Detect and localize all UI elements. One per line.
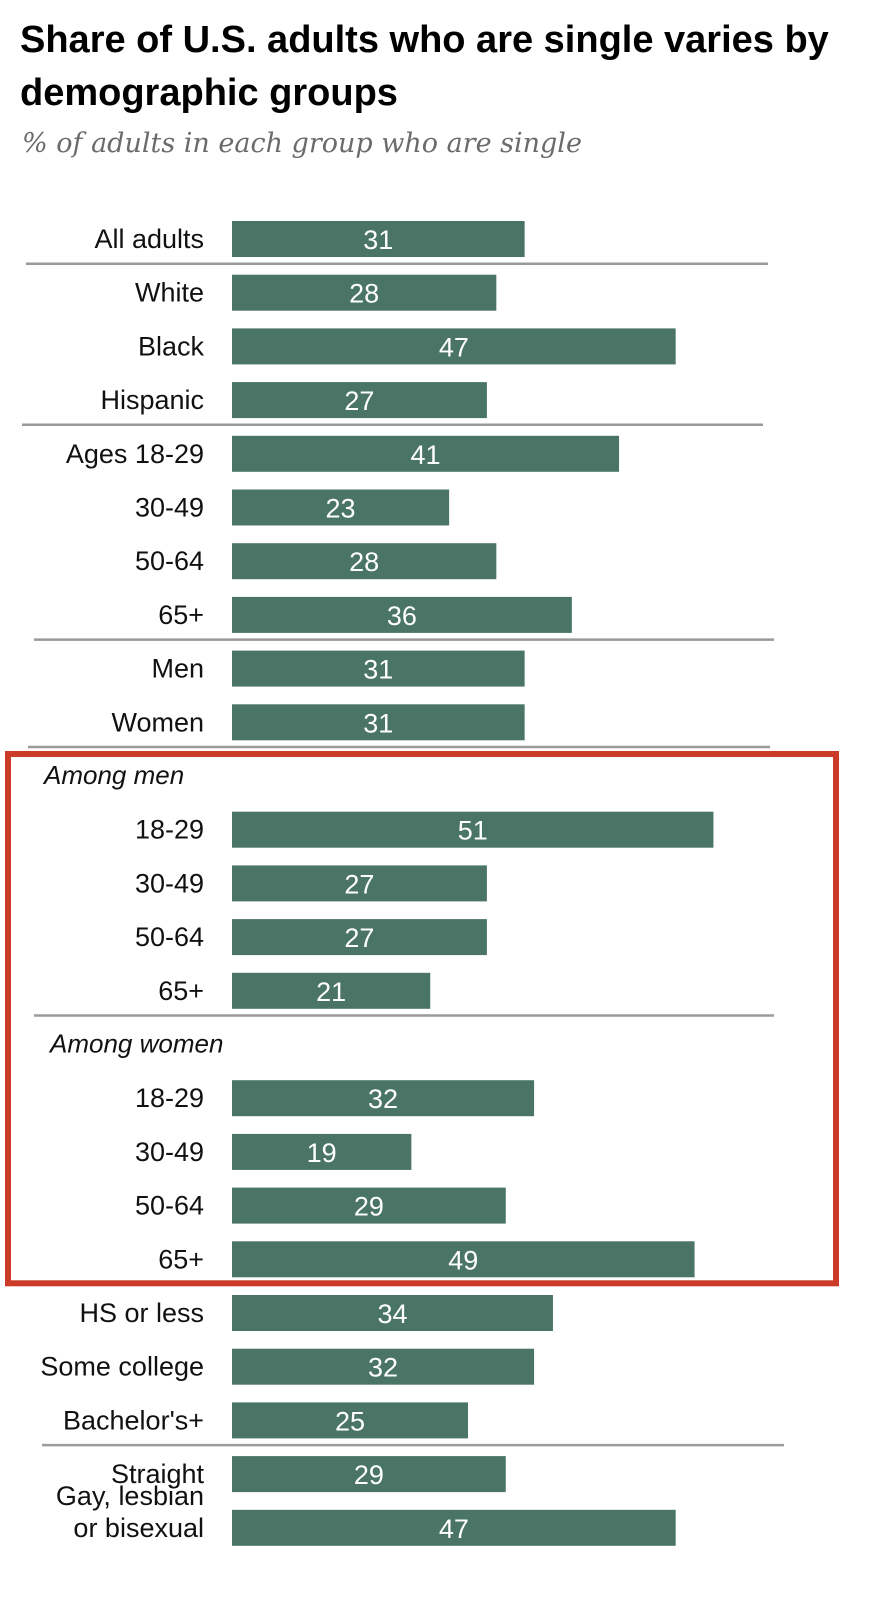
bar-6-0	[232, 1295, 553, 1331]
value-label-1-0: 28	[349, 279, 379, 309]
category-label-2-0: Ages 18-29	[66, 439, 204, 469]
bar-4-1	[232, 865, 487, 902]
value-label-4-0: 51	[458, 816, 488, 846]
value-label-5-1: 19	[307, 1138, 337, 1168]
category-label-2-1: 30-49	[135, 493, 204, 523]
value-label-3-1: 31	[363, 708, 393, 738]
category-label-2-2: 50-64	[135, 546, 204, 576]
value-label-5-2: 29	[354, 1192, 384, 1222]
value-label-7-0: 29	[354, 1460, 384, 1490]
category-label-1-0: White	[135, 278, 204, 308]
chart-subtitle: % of adults in each group who are single	[22, 128, 582, 159]
value-label-1-2: 27	[344, 386, 374, 416]
bar-2-0	[232, 435, 620, 472]
value-label-2-1: 23	[326, 494, 356, 524]
bar-4-2	[232, 919, 487, 956]
bar-5-3	[232, 1241, 695, 1278]
value-label-1-1: 47	[439, 332, 469, 362]
value-label-5-0: 32	[368, 1084, 398, 1114]
value-label-5-3: 49	[448, 1245, 478, 1275]
category-label-7-1: Gay, lesbian or bisexual	[56, 1481, 204, 1543]
bar-5-0	[232, 1080, 535, 1117]
bar-7-0	[232, 1456, 506, 1493]
group-heading-among-women: Among women	[48, 1029, 223, 1059]
bar-1-0	[232, 274, 497, 311]
value-label-0-0: 31	[363, 225, 393, 255]
category-label-6-1: Some college	[40, 1352, 204, 1382]
bar-6-2	[232, 1402, 468, 1439]
bar-1-2	[232, 382, 487, 419]
category-label-0-0: All adults	[94, 224, 204, 254]
bar-2-2	[232, 543, 497, 580]
bar-4-3	[232, 972, 431, 1009]
bar-6-1	[232, 1348, 535, 1385]
bar-2-3	[232, 596, 572, 633]
category-label-1-1: Black	[138, 331, 205, 361]
value-label-2-2: 28	[349, 547, 379, 577]
category-label-4-2: 50-64	[135, 922, 204, 952]
value-label-4-1: 27	[344, 869, 374, 899]
category-label-4-1: 30-49	[135, 868, 204, 898]
bar-5-2	[232, 1187, 506, 1224]
category-label-7-0: Straight	[111, 1459, 205, 1489]
highlight-box	[5, 751, 839, 1287]
category-label-3-0: Men	[151, 654, 204, 684]
category-label-3-1: Women	[111, 707, 204, 737]
value-label-4-2: 27	[344, 923, 374, 953]
value-label-2-0: 41	[410, 440, 440, 470]
value-label-4-3: 21	[316, 977, 346, 1007]
category-label-5-0: 18-29	[135, 1083, 204, 1113]
category-label-5-1: 30-49	[135, 1137, 204, 1167]
bar-3-1	[232, 704, 525, 741]
bar-0-0	[232, 221, 525, 257]
bar-5-1	[232, 1133, 412, 1170]
category-label-2-3: 65+	[158, 600, 204, 630]
group-heading-among-men: Among men	[42, 760, 184, 790]
chart-title: Share of U.S. adults who are single vari…	[20, 19, 829, 114]
bar-7-1	[232, 1509, 676, 1546]
value-label-6-0: 34	[377, 1299, 407, 1329]
value-label-3-0: 31	[363, 655, 393, 685]
value-label-2-3: 36	[387, 601, 417, 631]
category-label-4-0: 18-29	[135, 815, 204, 845]
bar-1-1	[232, 328, 676, 365]
category-label-5-2: 50-64	[135, 1191, 204, 1221]
value-label-6-1: 32	[368, 1353, 398, 1383]
bar-2-1	[232, 489, 450, 526]
category-label-6-2: Bachelor's+	[63, 1405, 204, 1435]
bar-4-0	[232, 811, 714, 848]
value-label-7-1: 47	[439, 1514, 469, 1544]
category-label-6-0: HS or less	[79, 1298, 204, 1328]
category-label-1-2: Hispanic	[100, 385, 204, 415]
bar-3-0	[232, 650, 525, 687]
category-label-4-3: 65+	[158, 976, 204, 1006]
value-label-6-2: 25	[335, 1406, 365, 1436]
category-label-5-3: 65+	[158, 1244, 204, 1274]
